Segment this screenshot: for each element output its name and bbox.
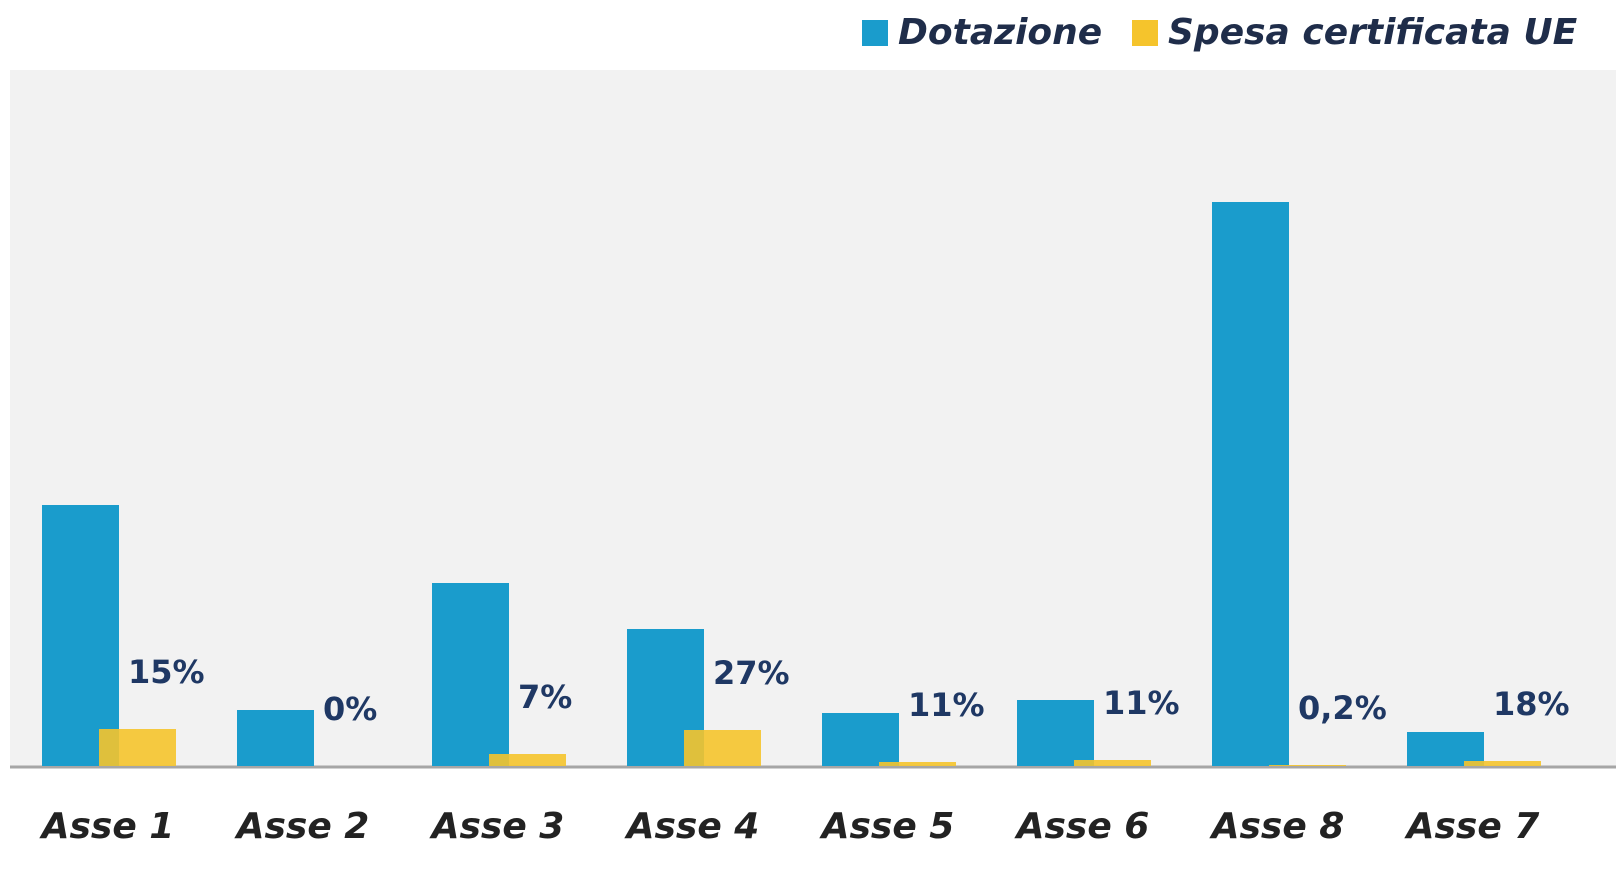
bar (1269, 765, 1346, 766)
data-label: 0,2% (1298, 689, 1387, 727)
bar (489, 754, 566, 766)
data-label: 11% (908, 686, 985, 724)
bar (879, 762, 956, 766)
data-label: 15% (128, 653, 205, 691)
x-tick-label: Asse 3 (429, 806, 565, 847)
data-label: 27% (713, 654, 790, 692)
bar (1407, 732, 1484, 766)
x-tick-label: Asse 1 (39, 806, 175, 847)
data-label: 0% (323, 690, 377, 728)
bar (237, 710, 314, 766)
plot-area (10, 70, 1616, 766)
legend-swatch (862, 20, 888, 46)
x-tick-label: Asse 2 (234, 806, 370, 847)
x-tick-label: Asse 5 (819, 806, 955, 847)
bar (822, 713, 899, 766)
x-tick-label: Asse 8 (1209, 806, 1345, 847)
x-tick-label: Asse 4 (624, 806, 760, 847)
bar (99, 729, 176, 766)
x-tick-label: Asse 7 (1404, 806, 1540, 847)
bar (432, 583, 509, 766)
bar (684, 730, 761, 766)
legend-swatch (1132, 20, 1158, 46)
legend-label: Dotazione (898, 12, 1102, 53)
bar (1074, 760, 1151, 766)
data-label: 7% (518, 678, 572, 716)
bar (1017, 700, 1094, 766)
x-tick-label: Asse 6 (1014, 806, 1150, 847)
bar (1212, 202, 1289, 766)
legend-label: Spesa certificata UE (1168, 12, 1578, 53)
data-label: 18% (1493, 685, 1570, 723)
bar (42, 505, 119, 766)
data-label: 11% (1103, 684, 1180, 722)
bar (1464, 761, 1541, 766)
legend: Dotazione Spesa certificata UE (862, 12, 1578, 53)
